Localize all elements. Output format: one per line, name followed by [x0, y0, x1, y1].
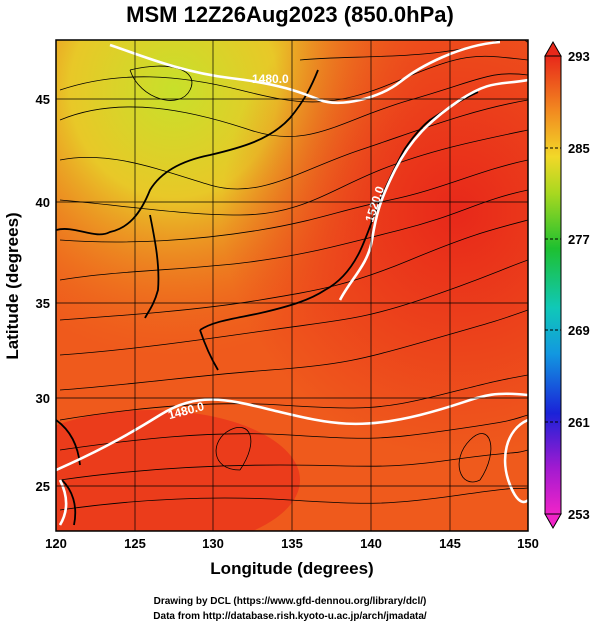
coastlines	[56, 69, 479, 526]
y-tick-label: 30	[36, 391, 50, 406]
contour-label-1: 1480.0	[252, 72, 289, 86]
x-axis: 120 125 130 135 140 145 150	[45, 536, 539, 551]
grid-lines	[56, 40, 528, 531]
y-tick-label: 45	[36, 92, 50, 107]
y-axis: 25 30 35 40 45	[36, 92, 50, 494]
map-frame	[55, 39, 529, 532]
colorbar-top-arrow	[544, 40, 562, 57]
y-axis-label: Latitude (degrees)	[3, 212, 22, 359]
colorbar-tick-label: 293	[568, 49, 590, 64]
colorbar-bottom-arrow	[544, 513, 562, 530]
chart-title: MSM 12Z26Aug2023 (850.0hPa)	[126, 2, 454, 27]
x-axis-label: Longitude (degrees)	[210, 559, 373, 578]
colorbar-tick-label: 261	[568, 415, 590, 430]
x-tick-label: 125	[124, 536, 146, 551]
map-panel: 1480.0 1520.0 1480.0	[56, 40, 528, 531]
wind-streamlines	[59, 40, 528, 511]
footer-credit-data: Data from http://database.rish.kyoto-u.a…	[153, 611, 427, 622]
y-tick-label: 25	[36, 479, 50, 494]
colorbar-tick-label: 253	[568, 507, 590, 522]
x-tick-label: 135	[281, 536, 303, 551]
x-tick-label: 120	[45, 536, 67, 551]
colorbar-tick-label: 285	[568, 141, 590, 156]
y-tick-label: 35	[36, 296, 50, 311]
x-tick-label: 130	[202, 536, 224, 551]
colorbar-tick-label: 277	[568, 232, 590, 247]
x-tick-label: 150	[517, 536, 539, 551]
colorbar-tick-label: 269	[568, 323, 590, 338]
x-tick-label: 140	[360, 536, 382, 551]
x-tick-label: 145	[439, 536, 461, 551]
colorbar: 293 285 277 269 261 253	[544, 40, 590, 530]
footer-credit-drawing: Drawing by DCL (https://www.gfd-dennou.o…	[154, 596, 427, 607]
colorbar-body	[544, 55, 562, 515]
y-tick-label: 40	[36, 195, 50, 210]
height-contours	[56, 40, 528, 526]
